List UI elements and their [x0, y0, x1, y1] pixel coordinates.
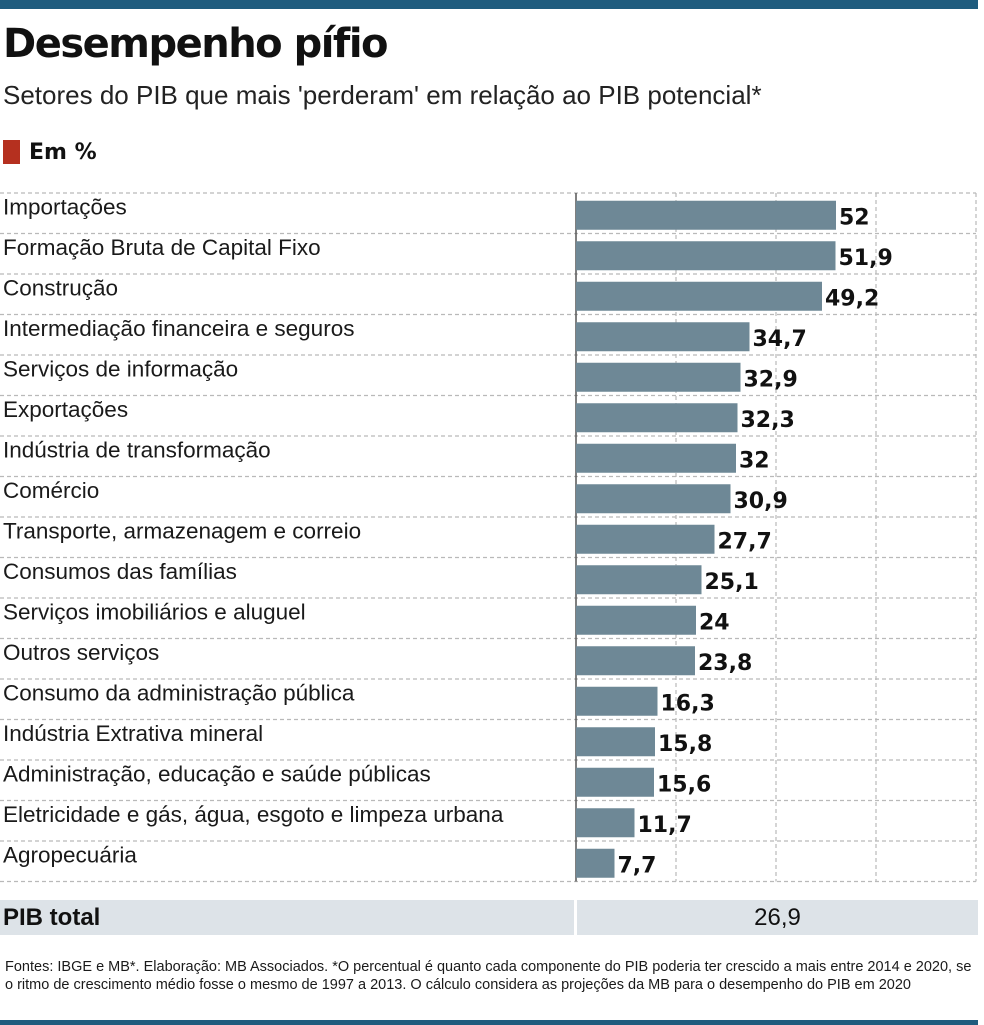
bar: [576, 322, 750, 352]
bar: [576, 362, 741, 392]
unit-legend: Em %: [3, 139, 97, 165]
total-label: PIB total: [3, 904, 101, 931]
bar: [576, 686, 658, 716]
bar: [576, 808, 635, 838]
category-label: Consumos das famílias: [3, 559, 237, 584]
bar: [576, 524, 715, 554]
category-label: Construção: [3, 275, 118, 300]
category-label: Intermediação financeira e seguros: [3, 316, 354, 341]
total-divider: [574, 900, 577, 935]
category-label: Indústria de transformação: [3, 437, 271, 462]
value-label: 30,9: [734, 489, 788, 514]
category-label: Agropecuária: [3, 842, 137, 867]
value-label: 34,7: [753, 327, 807, 352]
bar: [576, 646, 695, 676]
bar: [576, 484, 731, 514]
value-label: 32,3: [741, 408, 795, 433]
value-label: 11,7: [638, 813, 692, 838]
category-label: Administração, educação e saúde públicas: [3, 761, 431, 786]
value-label: 15,6: [657, 772, 711, 797]
value-label: 52: [839, 205, 870, 230]
value-label: 27,7: [718, 529, 772, 554]
value-label: 32: [739, 448, 770, 473]
bars-layer: [576, 200, 836, 878]
bar: [576, 767, 654, 797]
bar: [576, 241, 836, 271]
bar: [576, 443, 736, 473]
value-label: 7,7: [618, 853, 657, 878]
bar: [576, 281, 822, 311]
category-label: Transporte, armazenagem e correio: [3, 518, 361, 543]
value-label: 32,9: [744, 367, 798, 392]
category-label: Comércio: [3, 478, 99, 503]
category-label: Outros serviços: [3, 640, 159, 665]
labels-layer: Importações 52 Formação Bruta de Capital F…: [3, 194, 893, 878]
category-label: Consumo da administração pública: [3, 680, 355, 705]
value-label: 16,3: [661, 691, 715, 716]
source-footnote: Fontes: IBGE e MB*. Elaboração: MB Assoc…: [5, 959, 972, 993]
bar: [576, 565, 702, 595]
unit-label: Em %: [29, 139, 97, 165]
chart-subtitle: Setores do PIB que mais 'perderam' em re…: [3, 80, 762, 110]
unit-swatch: [3, 140, 20, 164]
bar: [576, 403, 738, 433]
total-value: 26,9: [754, 904, 801, 931]
value-label: 25,1: [705, 570, 759, 595]
value-label: 51,9: [839, 246, 893, 271]
total-row: [0, 900, 978, 935]
chart-title: Desempenho pífio: [3, 21, 389, 67]
category-label: Formação Bruta de Capital Fixo: [3, 235, 321, 260]
category-label: Serviços imobiliários e aluguel: [3, 599, 306, 624]
value-label: 23,8: [698, 651, 752, 676]
category-label: Eletricidade e gás, água, esgoto e limpe…: [3, 802, 504, 827]
category-label: Exportações: [3, 397, 128, 422]
bar: [576, 605, 696, 635]
bar: [576, 200, 836, 230]
value-label: 15,8: [658, 732, 712, 757]
top-rule: [0, 0, 978, 9]
value-label: 24: [699, 610, 730, 635]
bar: [576, 727, 655, 757]
value-label: 49,2: [825, 286, 879, 311]
bar: [576, 848, 615, 878]
category-label: Indústria Extrativa mineral: [3, 721, 263, 746]
category-label: Serviços de informação: [3, 356, 238, 381]
bar-chart: Importações 52 Formação Bruta de Capital F…: [0, 192, 977, 883]
category-label: Importações: [3, 194, 127, 219]
bottom-rule: [0, 1020, 978, 1025]
